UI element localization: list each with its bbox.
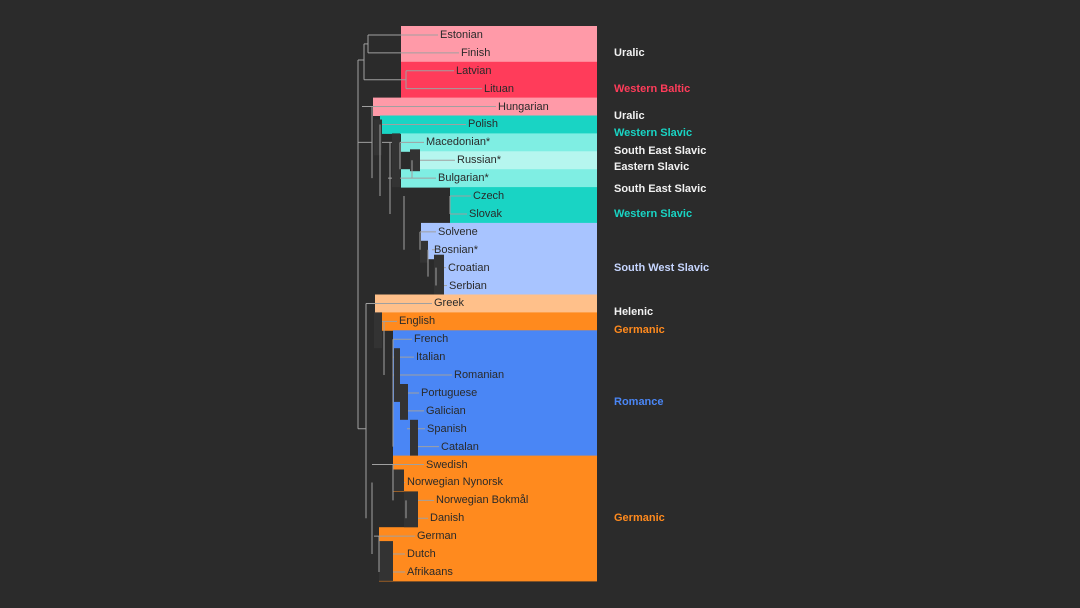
group-label: Western Baltic: [614, 82, 691, 95]
westgerm-shade: [379, 541, 393, 581]
row-band-7: [420, 151, 597, 170]
leaf-label: Danish: [430, 512, 465, 525]
leaf-label: Estonian: [440, 28, 483, 41]
leaf-label: Greek: [434, 297, 464, 310]
leaf-label: Catalan: [441, 440, 479, 453]
leaf-label: Russian*: [457, 154, 502, 167]
row-band-10: [450, 205, 597, 224]
row-band-1: [401, 43, 597, 63]
leaf-label: German: [417, 530, 457, 543]
rom-node-shade-1: [394, 348, 400, 402]
row-band-23: [393, 437, 597, 457]
group-label: Romance: [614, 395, 664, 408]
row-band-9: [450, 187, 597, 206]
leaf-label: Finish: [461, 46, 491, 59]
row-band-5: [380, 115, 597, 134]
leaf-label: Dutch: [407, 548, 436, 561]
leaf-label: Solvene: [438, 225, 478, 238]
row-band-24: [393, 455, 597, 474]
leaf-label: Norwegian Bokmål: [436, 494, 529, 507]
leaf-label: Lituan: [484, 82, 514, 95]
group-label: Eastern Slavic: [614, 161, 690, 174]
row-band-19: [393, 366, 597, 385]
leaf-label: Romanian: [454, 369, 505, 382]
row-band-22: [393, 419, 597, 439]
leaf-label: Italian: [416, 351, 446, 364]
leaf-label: Bosnian*: [434, 243, 479, 256]
leaf-label: French: [414, 333, 449, 346]
rom-node-shade-3: [410, 419, 418, 456]
slavic-node-shade-2: [392, 133, 400, 188]
leaf-label: Slovak: [469, 207, 503, 220]
row-band-26: [418, 491, 597, 510]
leaf-label: Czech: [473, 190, 505, 203]
nord-shade-1: [392, 469, 404, 492]
row-band-3: [401, 79, 597, 99]
germ-node-shade: [374, 312, 382, 349]
leaf-label: Portuguese: [421, 386, 478, 399]
slavic-node-shade-3: [374, 119, 382, 156]
leaf-label: Galician: [426, 404, 466, 417]
row-band-20: [393, 384, 597, 403]
leaf-label: Croatian: [448, 261, 490, 274]
group-label: Germanic: [614, 512, 665, 525]
group-label: Germanic: [614, 324, 665, 337]
rom-node-shade-2: [400, 384, 408, 420]
leaf-label: Polish: [468, 118, 498, 131]
leaf-label: Serbian: [449, 279, 487, 292]
row-band-2: [401, 61, 597, 81]
leaf-label: English: [399, 315, 436, 328]
leaf-label: Norwegian Nynorsk: [407, 476, 503, 489]
group-label: South East Slavic: [614, 182, 707, 195]
leaf-label: Latvian: [456, 64, 492, 77]
sw-slavic-shade-2: [420, 240, 428, 263]
row-band-15: [375, 294, 597, 313]
row-band-21: [393, 401, 597, 421]
slavic-node-shade-1: [410, 149, 420, 172]
leaf-label: Afrikaans: [407, 565, 453, 578]
nord-shade-2: [404, 491, 418, 528]
row-band-25: [393, 473, 597, 492]
group-label: Uralic: [614, 46, 645, 59]
row-band-30: [379, 563, 597, 582]
row-band-29: [379, 545, 597, 564]
row-band-17: [393, 330, 597, 349]
row-band-6: [401, 133, 597, 152]
group-label: South West Slavic: [614, 261, 710, 274]
row-band-13: [444, 258, 597, 278]
group-label: Western Slavic: [614, 127, 693, 140]
group-label: Uralic: [614, 109, 645, 122]
row-band-27: [418, 509, 597, 528]
row-band-12: [421, 240, 597, 260]
leaf-label: Swedish: [426, 458, 468, 471]
sw-slavic-shade: [434, 254, 444, 295]
leaf-label: Bulgarian*: [438, 172, 489, 185]
row-band-18: [393, 348, 597, 367]
leaf-label: Hungarian: [498, 100, 549, 113]
group-label: Western Slavic: [614, 207, 693, 220]
row-band-8: [401, 169, 597, 188]
group-label: South East Slavic: [614, 145, 707, 158]
row-band-28: [379, 527, 597, 546]
row-band-16: [380, 312, 597, 331]
leaf-label: Macedonian*: [426, 136, 491, 149]
row-band-14: [444, 276, 597, 295]
leaf-label: Spanish: [427, 422, 467, 435]
row-band-0: [401, 26, 597, 45]
row-band-11: [421, 222, 597, 242]
group-label: Helenic: [614, 306, 654, 319]
